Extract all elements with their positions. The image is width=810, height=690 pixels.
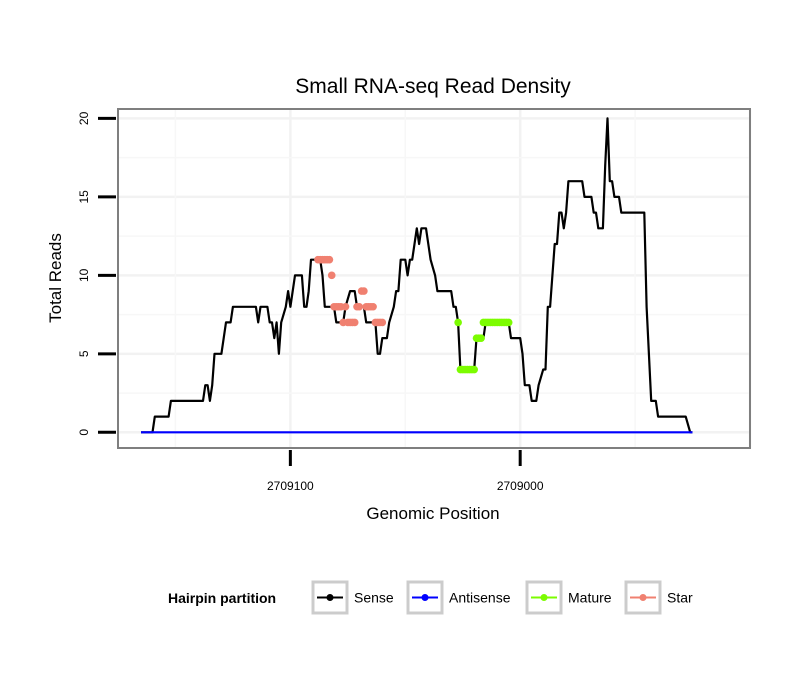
mature-point xyxy=(454,318,462,327)
y-tick-label: 5 xyxy=(77,350,91,357)
legend-label: Antisense xyxy=(449,590,511,606)
legend-label: Star xyxy=(667,590,693,606)
y-tick-label: 15 xyxy=(77,190,91,204)
y-axis-title: Total Reads xyxy=(46,233,65,323)
series-lines xyxy=(141,117,693,434)
star-point xyxy=(369,302,377,311)
y-tick-label: 20 xyxy=(77,111,91,125)
chart-title: Small RNA-seq Read Density xyxy=(295,75,571,98)
y-tick-label: 10 xyxy=(77,268,91,282)
sense-line xyxy=(141,117,693,434)
x-axis: 2709100 2709000 xyxy=(267,450,544,493)
mature-point xyxy=(504,318,513,327)
star-point xyxy=(378,318,387,327)
legend-title: Hairpin partition xyxy=(168,590,276,606)
star-point xyxy=(325,255,334,264)
star-point xyxy=(355,302,364,311)
legend-key-point xyxy=(639,594,647,601)
plot-panel-border xyxy=(117,108,751,449)
star-point xyxy=(341,302,350,311)
legend: Hairpin partition Sense Antisense Mature St… xyxy=(168,580,693,615)
legend-key-point xyxy=(326,594,334,601)
y-tick-label: 0 xyxy=(77,429,91,436)
x-axis-title: Genomic Position xyxy=(366,504,499,523)
star-point xyxy=(350,318,359,327)
series-points xyxy=(314,255,513,374)
star-point xyxy=(360,287,368,295)
mature-point xyxy=(477,334,485,342)
plot-panel-background xyxy=(118,109,750,448)
legend-label: Sense xyxy=(354,590,394,606)
mature-point xyxy=(470,365,479,374)
legend-key-point xyxy=(421,594,429,601)
legend-item-mature: Mature xyxy=(525,580,612,615)
x-tick-label: 2709100 xyxy=(267,479,314,493)
legend-item-star: Star xyxy=(624,580,693,615)
legend-key-point xyxy=(540,594,548,601)
legend-label: Mature xyxy=(568,590,612,606)
star-point xyxy=(327,271,336,280)
legend-item-sense: Sense xyxy=(311,580,394,615)
y-axis: 0 5 10 15 20 xyxy=(77,111,116,436)
x-tick-label: 2709000 xyxy=(497,479,544,493)
legend-item-antisense: Antisense xyxy=(406,580,511,615)
